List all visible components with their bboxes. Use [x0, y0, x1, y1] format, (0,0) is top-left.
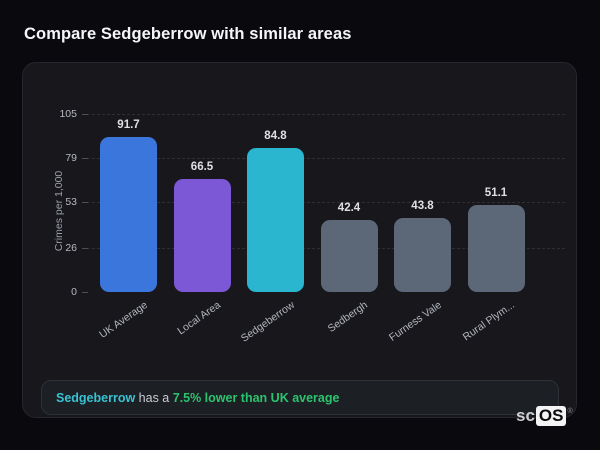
bar-sedbergh[interactable]: [320, 220, 378, 292]
x-axis-label: Sedgeberrow: [238, 299, 297, 345]
bar-chart: 0 26 53 79 105 91.7 UK Average 66.5 Local Area 84…: [59, 108, 565, 345]
note-highlight-text: 7.5% lower than UK average: [172, 390, 340, 405]
comparison-note: Sedgeberrow has a 7.5% lower than UK ave…: [41, 380, 559, 415]
x-axis-label: Rural Plym...: [460, 299, 517, 344]
x-axis-label: UK Average: [96, 299, 150, 341]
bar-value-label: 42.4: [337, 202, 361, 215]
gridline-79: [87, 158, 565, 160]
x-axis-label: Sedbergh: [325, 299, 370, 335]
brand-logo: sc OS ®: [516, 405, 573, 431]
bar-uk-average[interactable]: [100, 136, 157, 292]
y-tick-mark: [82, 292, 88, 293]
bar-local-area[interactable]: [173, 179, 231, 292]
brand-logo-suffix: OS: [535, 406, 567, 426]
bar-value-label: 91.7: [117, 118, 140, 131]
y-tick-label: 26: [65, 241, 77, 254]
bar-value-label: 51.1: [484, 187, 508, 200]
registered-trademark-icon: ®: [567, 408, 573, 415]
page-title: Compare Sedgeberrow with similar areas: [24, 25, 352, 43]
y-axis-title: Crimes per 1,000: [53, 170, 65, 252]
x-axis-label: Local Area: [175, 299, 223, 338]
bar-furness-vale[interactable]: [394, 217, 451, 292]
bar-rural-plym[interactable]: [467, 205, 525, 292]
y-tick-label: 0: [71, 286, 77, 298]
note-middle-text: has a: [135, 390, 173, 405]
y-tick-mark: [82, 247, 88, 249]
chart-card: Crimes per 1,000 0 26 53 79 105 91.7 UK Averag…: [22, 62, 577, 418]
y-tick-mark: [82, 158, 88, 160]
y-tick-label: 105: [59, 108, 77, 120]
y-tick-label: 79: [65, 152, 77, 165]
y-tick-mark: [82, 202, 88, 204]
bar-sedgeberrow[interactable]: [247, 148, 304, 292]
brand-logo-prefix: sc: [516, 406, 535, 425]
bar-value-label: 66.5: [190, 161, 214, 174]
bar-value-label: 84.8: [264, 130, 287, 143]
gridline-53: [87, 202, 565, 204]
y-tick-label: 53: [65, 196, 77, 209]
y-tick-mark: [82, 114, 88, 115]
gridline-105: [87, 114, 565, 115]
x-axis-label: Furness Vale: [386, 299, 444, 344]
note-area-name: Sedgeberrow: [56, 390, 136, 405]
bar-value-label: 43.8: [411, 199, 434, 212]
